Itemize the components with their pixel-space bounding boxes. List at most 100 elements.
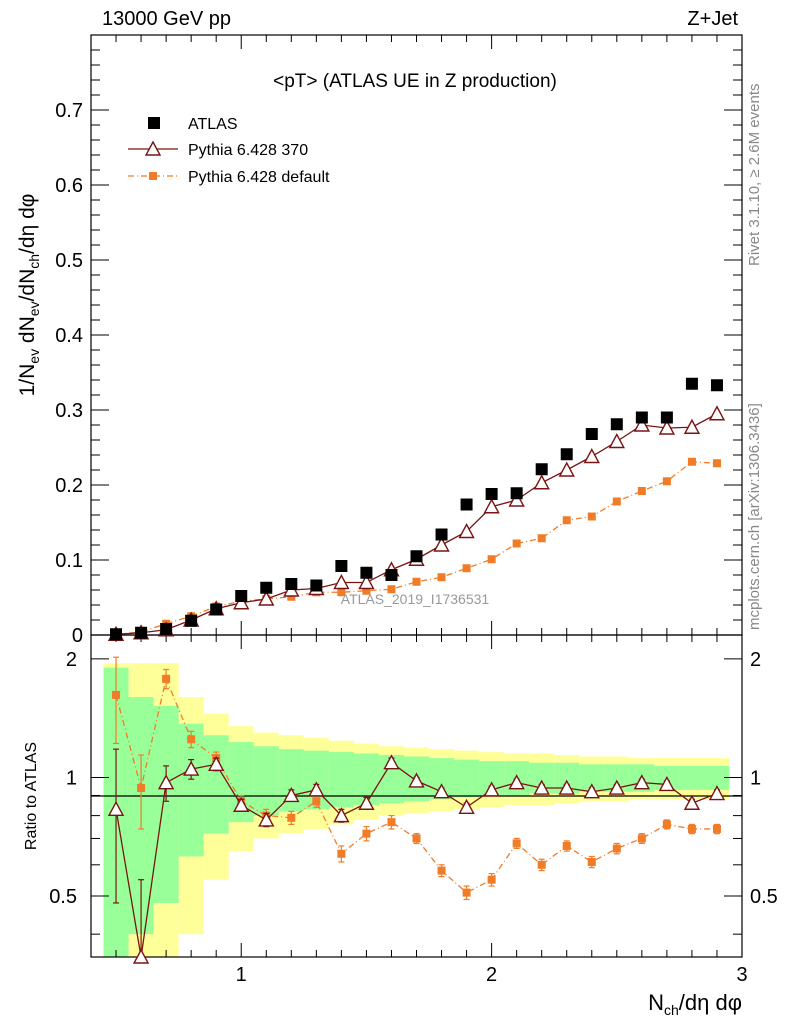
- band-inner: [454, 759, 480, 798]
- ratio-pythia370-point: [132, 948, 150, 964]
- ratio-pythia370-point: [408, 772, 425, 788]
- main-atlas-point: [310, 579, 323, 592]
- ratio-pythia370-point: [208, 755, 225, 771]
- ratio-series: [107, 656, 726, 964]
- main-pythia370-point: [333, 574, 350, 590]
- y-tick-label: 0.5: [55, 250, 83, 272]
- main-atlas-point: [410, 550, 423, 563]
- main-pythia-default-point: [712, 459, 721, 468]
- main-pythia370-point: [458, 523, 475, 539]
- ratio-pythia-default-point: [512, 839, 521, 848]
- process-label: Z+Jet: [687, 8, 738, 30]
- ratio-pythia370-point: [583, 783, 600, 799]
- ratio-pythia370-point: [107, 800, 125, 817]
- axis-tick-labels: 1 2 3 0 0.1 0.2 0.3 0.4 0.5 0.6 0.7 0.5 0.5 1 1 2 2: [49, 100, 778, 986]
- main-pythia370-point: [708, 405, 726, 421]
- ratio-pythia-default-point: [487, 875, 496, 884]
- y-tick-label: 0.4: [55, 325, 83, 347]
- main-atlas-point: [285, 578, 298, 590]
- ratio-pythia370-point: [508, 774, 525, 790]
- main-atlas-point: [660, 411, 673, 424]
- x-axis-label: Nch/dη dφ: [648, 990, 742, 1018]
- ratio-pythia370-point: [458, 798, 475, 814]
- main-atlas-point: [460, 498, 473, 511]
- x-tick-label: 2: [486, 964, 497, 986]
- y-axis-label: 1/Nev dNev/dNch/dη dφ: [16, 194, 42, 397]
- main-pythia-default-point: [637, 487, 646, 495]
- main-pythia-default-point: [462, 564, 471, 573]
- y-tick-label: 0.3: [55, 400, 83, 422]
- mcplots-label: mcplots.cern.ch [arXiv:1306.3436]: [746, 403, 763, 630]
- ratio-pythia370-point: [608, 779, 625, 795]
- ratio-pythia-default-point: [462, 888, 471, 897]
- ratio-y-tick-label-right: 1: [750, 767, 761, 789]
- main-pythia370-point: [233, 594, 250, 610]
- chart-title: <pT> (ATLAS UE in Z production): [273, 71, 557, 92]
- ratio-y-tick-label: 2: [66, 649, 77, 671]
- legend: ATLAS Pythia 6.428 370 Pythia 6.428 defa…: [128, 116, 330, 186]
- ratio-pythia370-point: [683, 794, 701, 810]
- main-atlas-point: [535, 463, 548, 476]
- main-atlas-point: [110, 628, 123, 641]
- ratio-pythia-default-point: [362, 829, 371, 838]
- main-pythia370-point: [533, 474, 550, 490]
- main-atlas-point: [435, 528, 448, 541]
- ratio-y-tick-label: 1: [66, 767, 77, 789]
- ratio-pythia370-point: [182, 760, 200, 776]
- legend-atlas-label: ATLAS: [188, 116, 238, 133]
- main-atlas-point: [185, 614, 198, 627]
- ratio-pythia-default-point: [112, 690, 121, 699]
- main-pythia-default-point: [487, 555, 496, 564]
- ratio-pythia370-point: [708, 785, 726, 801]
- ratio-pythia-default-point: [612, 844, 621, 853]
- main-pythia-default-point: [387, 585, 396, 594]
- ratio-pythia370-point: [383, 754, 400, 770]
- legend-pythia-default-label: Pythia 6.428 default: [188, 169, 330, 186]
- legend-pythia-default-marker: [149, 172, 157, 180]
- legend-atlas-marker: [148, 117, 160, 129]
- ratio-pythia-default-point: [662, 820, 671, 829]
- main-atlas-point: [235, 590, 248, 602]
- main-series: [107, 377, 726, 641]
- legend-pythia370-marker: [144, 140, 162, 156]
- y-tick-label: 0.2: [55, 475, 83, 497]
- ratio-pythia-default-point: [537, 860, 546, 869]
- main-atlas-point: [260, 581, 273, 594]
- main-pythia-default-line: [115, 461, 718, 635]
- main-atlas-point: [385, 569, 398, 581]
- main-atlas-point: [710, 379, 723, 392]
- ratio-pythia-default-point: [337, 849, 346, 858]
- main-pythia-default-point: [412, 577, 421, 586]
- ratio-y-tick-label: 0.5: [49, 886, 77, 908]
- main-pythia370-point: [683, 418, 701, 434]
- ratio-pythia-default-point: [287, 813, 296, 822]
- x-tick-label: 1: [236, 964, 247, 986]
- main-atlas-point: [510, 487, 523, 500]
- main-atlas-point: [360, 566, 373, 579]
- band-inner: [203, 735, 229, 834]
- band-inner: [328, 752, 354, 808]
- ratio-pythia-default-point: [637, 834, 646, 843]
- main-pythia370-point: [433, 536, 450, 552]
- main-pythia-default-point: [512, 539, 521, 548]
- ratio-pythia370-point: [433, 783, 450, 799]
- band-inner: [704, 765, 730, 790]
- main-atlas-point: [560, 448, 573, 461]
- main-pythia370-point: [608, 433, 625, 449]
- main-atlas-point: [485, 488, 498, 500]
- main-pythia-default-point: [437, 573, 446, 582]
- ratio-y-axis-label: Ratio to ATLAS: [23, 742, 40, 850]
- main-pythia370-point: [658, 419, 676, 435]
- ratio-pythia-default-point: [587, 857, 596, 866]
- main-pythia-default-point: [587, 512, 596, 521]
- ratio-pythia-default-point: [137, 784, 146, 793]
- main-pythia370-point: [483, 498, 500, 514]
- main-atlas-point: [610, 418, 623, 431]
- ratio-pythia-default-point: [712, 824, 721, 833]
- y-tick-label: 0.6: [55, 175, 83, 197]
- y-tick-label: 0: [72, 625, 83, 647]
- ratio-pythia370-point: [258, 811, 275, 827]
- ratio-pythia370-point: [333, 807, 350, 823]
- band-inner: [253, 746, 279, 816]
